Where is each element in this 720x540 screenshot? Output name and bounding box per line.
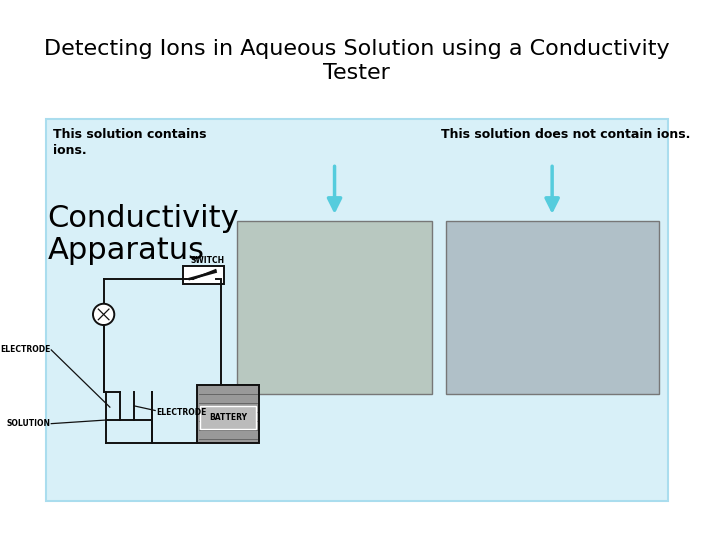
FancyBboxPatch shape [199,406,256,429]
Text: Detecting Ions in Aqueous Solution using a Conductivity
Tester: Detecting Ions in Aqueous Solution using… [44,39,670,83]
Text: This solution does not contain ions.: This solution does not contain ions. [441,128,690,141]
FancyBboxPatch shape [197,386,259,443]
Text: ELECTRODE: ELECTRODE [156,408,207,417]
FancyBboxPatch shape [46,119,667,501]
Text: SOLUTION: SOLUTION [6,419,50,428]
FancyBboxPatch shape [446,221,659,394]
FancyBboxPatch shape [237,221,432,394]
Text: SWITCH: SWITCH [191,255,225,265]
Text: This solution contains
ions.: This solution contains ions. [53,128,207,157]
Text: BATTERY: BATTERY [209,413,247,422]
Text: Conductivity
Apparatus: Conductivity Apparatus [48,204,239,265]
Circle shape [93,303,114,325]
Text: ELECTRODE: ELECTRODE [0,346,50,354]
FancyBboxPatch shape [183,266,225,284]
